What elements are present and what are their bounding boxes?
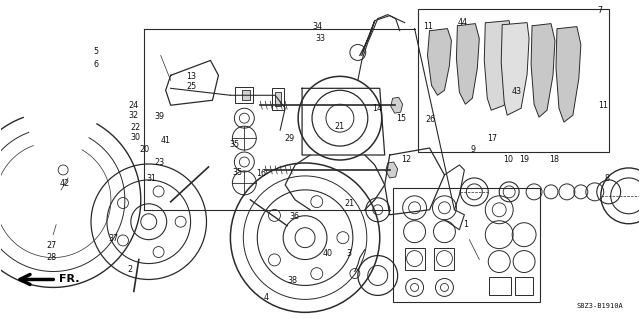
Text: 36: 36	[289, 212, 300, 221]
Text: 28: 28	[46, 254, 56, 263]
Text: 12: 12	[401, 155, 412, 164]
Polygon shape	[386, 162, 397, 178]
Text: 1: 1	[463, 220, 468, 229]
Bar	[435, 248, 454, 270]
Bar	[515, 278, 533, 295]
Text: 13: 13	[186, 72, 196, 81]
Text: 35: 35	[230, 140, 239, 149]
Text: 42: 42	[60, 179, 70, 188]
Text: 8: 8	[604, 174, 609, 183]
Text: 18: 18	[550, 155, 559, 164]
Text: 33: 33	[315, 34, 325, 43]
Text: 11: 11	[598, 101, 609, 110]
Polygon shape	[390, 97, 403, 113]
Text: 9: 9	[470, 145, 476, 154]
Text: 34: 34	[312, 22, 323, 31]
Text: 26: 26	[426, 115, 436, 124]
Text: 30: 30	[130, 133, 140, 142]
Polygon shape	[501, 23, 529, 115]
Text: 11: 11	[423, 22, 433, 31]
Bar	[243, 90, 250, 100]
Text: 39: 39	[154, 112, 164, 121]
Polygon shape	[556, 26, 581, 122]
Text: 7: 7	[598, 6, 603, 15]
Text: 38: 38	[287, 276, 297, 285]
Bar	[404, 248, 424, 270]
Bar	[489, 278, 511, 295]
Text: 16: 16	[257, 169, 266, 178]
Text: 19: 19	[519, 155, 529, 164]
Text: 35: 35	[232, 168, 242, 177]
Text: 27: 27	[46, 241, 56, 250]
Text: 14: 14	[372, 104, 382, 113]
Text: 29: 29	[284, 134, 294, 143]
Bar	[393, 188, 540, 302]
Text: 32: 32	[128, 111, 138, 120]
Text: 21: 21	[334, 122, 344, 131]
Text: 4: 4	[263, 293, 268, 302]
Text: 5: 5	[93, 47, 99, 56]
Polygon shape	[456, 24, 479, 104]
Text: 40: 40	[323, 249, 333, 258]
Text: 17: 17	[487, 134, 497, 143]
Polygon shape	[531, 24, 555, 117]
Text: 24: 24	[128, 101, 138, 110]
Text: 2: 2	[127, 264, 132, 274]
Text: 3: 3	[346, 249, 351, 258]
Text: S8Z3-B1910A: S8Z3-B1910A	[577, 303, 623, 309]
Text: 6: 6	[93, 60, 98, 69]
Text: 41: 41	[161, 136, 171, 145]
Text: 37: 37	[109, 234, 118, 243]
Text: 15: 15	[397, 114, 406, 123]
Text: 22: 22	[130, 123, 140, 132]
Bar	[272, 88, 284, 110]
Text: 25: 25	[186, 82, 196, 91]
Text: 10: 10	[503, 155, 513, 164]
Bar	[236, 87, 253, 103]
Polygon shape	[428, 29, 451, 95]
Text: 21: 21	[344, 199, 355, 208]
Text: 31: 31	[147, 174, 157, 183]
Bar	[275, 92, 281, 106]
Text: 20: 20	[139, 145, 149, 154]
Text: 23: 23	[154, 158, 164, 167]
Text: FR.: FR.	[59, 274, 79, 285]
Text: 44: 44	[458, 19, 468, 27]
Polygon shape	[484, 21, 511, 110]
Text: 43: 43	[511, 87, 521, 96]
